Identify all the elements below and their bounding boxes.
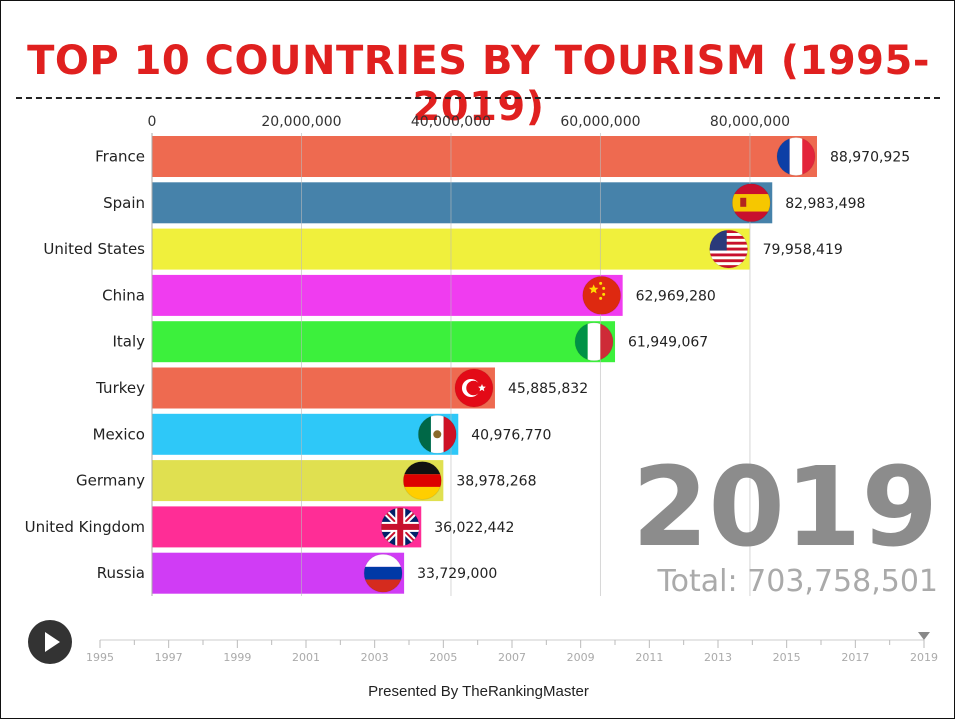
x-tick-label: 0	[148, 114, 157, 130]
germany-flag-icon	[402, 461, 442, 501]
timeline-year-label: 2007	[498, 651, 526, 664]
mexico-flag-icon	[417, 414, 457, 454]
timeline-year-label: 2013	[704, 651, 732, 664]
value-label: 45,885,832	[508, 381, 588, 397]
value-label: 38,978,268	[456, 474, 536, 490]
category-label: Spain	[103, 194, 145, 212]
bar-spain	[152, 182, 773, 224]
turkey-flag-icon	[454, 368, 494, 408]
spain-flag-icon	[731, 183, 771, 223]
total-display: Total: 703,758,501	[656, 564, 938, 599]
x-tick-label: 40,000,000	[411, 114, 491, 130]
bar-united-kingdom	[152, 506, 422, 548]
value-label: 40,976,770	[471, 427, 551, 443]
category-label: China	[102, 286, 145, 304]
bar-mexico	[152, 413, 459, 455]
footer-credit: Presented By TheRankingMaster	[368, 683, 589, 700]
category-label: Mexico	[93, 425, 145, 443]
timeline-year-label: 1995	[86, 651, 114, 664]
value-label: 82,983,498	[785, 196, 865, 212]
timeline-year-label: 2015	[773, 651, 801, 664]
bar-italy	[152, 321, 616, 363]
value-label: 88,970,925	[830, 150, 910, 166]
uk-flag-icon	[380, 507, 420, 547]
timeline-year-label: 1999	[223, 651, 251, 664]
year-display: 2019	[632, 443, 938, 571]
usa-flag-icon	[709, 229, 749, 269]
italy-flag-icon	[574, 322, 614, 362]
chart-title: TOP 10 COUNTRIES BY TOURISM (1995-2019)	[27, 38, 930, 130]
bar-russia	[152, 552, 405, 594]
category-label: Germany	[76, 472, 145, 490]
bar-china	[152, 274, 623, 316]
bar-germany	[152, 460, 444, 502]
value-label: 79,958,419	[763, 242, 843, 258]
category-label: Turkey	[95, 379, 145, 397]
bar-turkey	[152, 367, 495, 409]
timeline-year-label: 1997	[155, 651, 183, 664]
category-label: Russia	[97, 564, 145, 582]
bars-group	[152, 136, 817, 594]
value-label: 33,729,000	[417, 566, 497, 582]
category-label: Italy	[112, 333, 145, 351]
category-label: United Kingdom	[25, 518, 145, 536]
value-label: 36,022,442	[434, 520, 514, 536]
timeline-year-label: 2017	[841, 651, 869, 664]
value-label: 62,969,280	[636, 288, 716, 304]
bar-france	[152, 136, 817, 177]
play-button[interactable]	[28, 620, 72, 664]
timeline-year-label: 2019	[910, 651, 938, 664]
category-label: France	[95, 148, 145, 166]
timeline-year-label: 2009	[567, 651, 595, 664]
russia-flag-icon	[363, 553, 403, 593]
x-tick-label: 60,000,000	[560, 114, 640, 130]
x-tick-label: 20,000,000	[261, 114, 341, 130]
timeline-year-label: 2005	[429, 651, 457, 664]
france-flag-icon	[776, 137, 816, 176]
x-tick-label: 80,000,000	[710, 114, 790, 130]
china-flag-icon	[582, 275, 622, 315]
timeline-year-label: 2001	[292, 651, 320, 664]
timeline-handle[interactable]	[918, 632, 930, 640]
timeline-year-label: 2011	[635, 651, 663, 664]
title-divider	[16, 97, 940, 99]
value-label: 61,949,067	[628, 335, 708, 351]
category-label: United States	[43, 240, 145, 258]
timeline-year-label: 2003	[361, 651, 389, 664]
